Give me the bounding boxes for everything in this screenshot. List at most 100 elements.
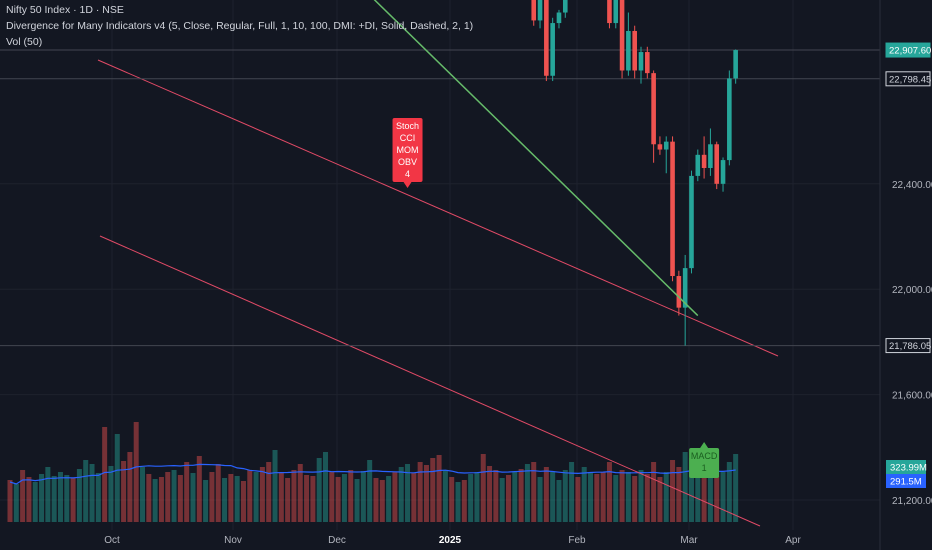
- volume-bar: [190, 473, 196, 522]
- volume-bar: [480, 454, 486, 522]
- volume-bar: [499, 478, 505, 522]
- candle-body: [720, 160, 726, 184]
- volume-bar: [487, 466, 493, 522]
- volume-bar: [701, 472, 707, 522]
- price-level-tag: [885, 42, 931, 58]
- symbol-title: Nifty 50 Index · 1D · NSE: [6, 4, 124, 16]
- volume-bar: [619, 470, 625, 522]
- volume-bar: [588, 472, 594, 522]
- volume-bar: [51, 476, 57, 522]
- volume-bar: [177, 475, 183, 522]
- volume-bar: [64, 475, 70, 522]
- candle-body: [531, 0, 537, 21]
- volume-bar: [386, 476, 392, 522]
- y-axis-tick-label: 21,200.00: [892, 496, 932, 507]
- volume-bar: [329, 472, 335, 522]
- volume-bar: [140, 467, 146, 522]
- candle-body: [676, 276, 682, 308]
- volume-bar: [449, 477, 455, 522]
- candle-body: [695, 154, 701, 176]
- y-axis-tick-label: 21,600.00: [892, 391, 932, 402]
- volume-bar: [512, 472, 518, 522]
- indicator-legend[interactable]: Divergence for Many Indicators v4 (5, Cl…: [6, 20, 474, 32]
- candle-body: [550, 23, 555, 76]
- x-axis-tick-label: Dec: [328, 535, 346, 546]
- volume-bar: [379, 480, 385, 522]
- volume-ma-line: [9, 463, 736, 485]
- candle-body: [562, 0, 568, 13]
- volume-bar: [152, 479, 158, 522]
- volume-bar: [215, 464, 221, 522]
- candle-body: [689, 175, 694, 269]
- volume-bar: [247, 470, 253, 522]
- volume-bar: [569, 462, 575, 522]
- candle-body: [663, 141, 669, 150]
- volume-bar: [20, 470, 26, 522]
- volume-bar: [733, 454, 739, 522]
- bullish-label-text: 1: [702, 463, 707, 473]
- volume-bar: [430, 458, 436, 522]
- volume-bar: [606, 462, 612, 522]
- volume-bar: [39, 474, 45, 522]
- volume-bar: [398, 467, 404, 522]
- volume-bar: [304, 475, 310, 522]
- volume-bar: [423, 465, 429, 522]
- volume-bar: [95, 473, 101, 522]
- candle-body: [651, 73, 656, 145]
- candle-body: [733, 50, 738, 79]
- volume-bar: [165, 472, 171, 522]
- volume-bar: [714, 476, 720, 522]
- candle-body: [544, 0, 549, 76]
- bearish-label-text: OBV: [398, 157, 417, 167]
- bullish-divergence-line: [373, 0, 699, 317]
- bearish-label-pointer: [403, 182, 412, 188]
- channel-upper-line: [97, 59, 779, 357]
- volume-bar: [83, 460, 89, 522]
- volume-bar: [455, 482, 461, 522]
- volume-bar: [600, 472, 606, 522]
- volume-bar: [76, 469, 82, 522]
- candle-body: [714, 144, 720, 184]
- volume-bar: [259, 467, 265, 522]
- volume-bar: [171, 470, 177, 522]
- volume-bar: [266, 462, 272, 522]
- volume-bar: [26, 477, 32, 522]
- x-axis-tick-label: Nov: [224, 535, 242, 546]
- price-axis-panel: [880, 0, 932, 550]
- volume-bar: [316, 458, 322, 522]
- volume-bar: [461, 480, 467, 522]
- volume-bar: [367, 460, 373, 522]
- bearish-label-text: 4: [405, 169, 410, 179]
- volume-bar: [531, 462, 537, 522]
- volume-bar: [505, 475, 511, 522]
- bullish-divergence-label: [689, 448, 720, 478]
- volume-bar: [285, 478, 291, 522]
- volume-bar: [7, 480, 13, 522]
- candle-body: [537, 0, 543, 21]
- volume-bar: [550, 472, 556, 522]
- volume-legend[interactable]: Vol (50): [6, 36, 43, 48]
- volume-bar: [726, 462, 732, 522]
- volume-bar: [663, 472, 669, 522]
- bullish-label-pointer: [700, 442, 709, 448]
- volume-bar: [474, 472, 480, 522]
- volume-bar: [695, 470, 701, 522]
- volume-tag-text: 323.99M: [890, 463, 927, 474]
- volume-bar: [670, 460, 676, 522]
- volume-bar: [518, 469, 524, 522]
- volume-bar: [720, 472, 726, 522]
- volume-bar: [184, 462, 190, 522]
- candle-body: [619, 0, 625, 71]
- candle-body: [701, 154, 707, 168]
- volume-bar: [272, 450, 278, 522]
- volume-bar: [638, 470, 644, 522]
- volume-bar: [348, 470, 354, 522]
- price-level-tag-text: 22,798.45: [889, 74, 931, 85]
- volume-bar: [158, 477, 164, 522]
- x-axis-tick-label: Feb: [568, 535, 586, 546]
- candle-body: [708, 144, 713, 168]
- channel-lower-line: [99, 235, 761, 527]
- volume-bar: [613, 475, 619, 522]
